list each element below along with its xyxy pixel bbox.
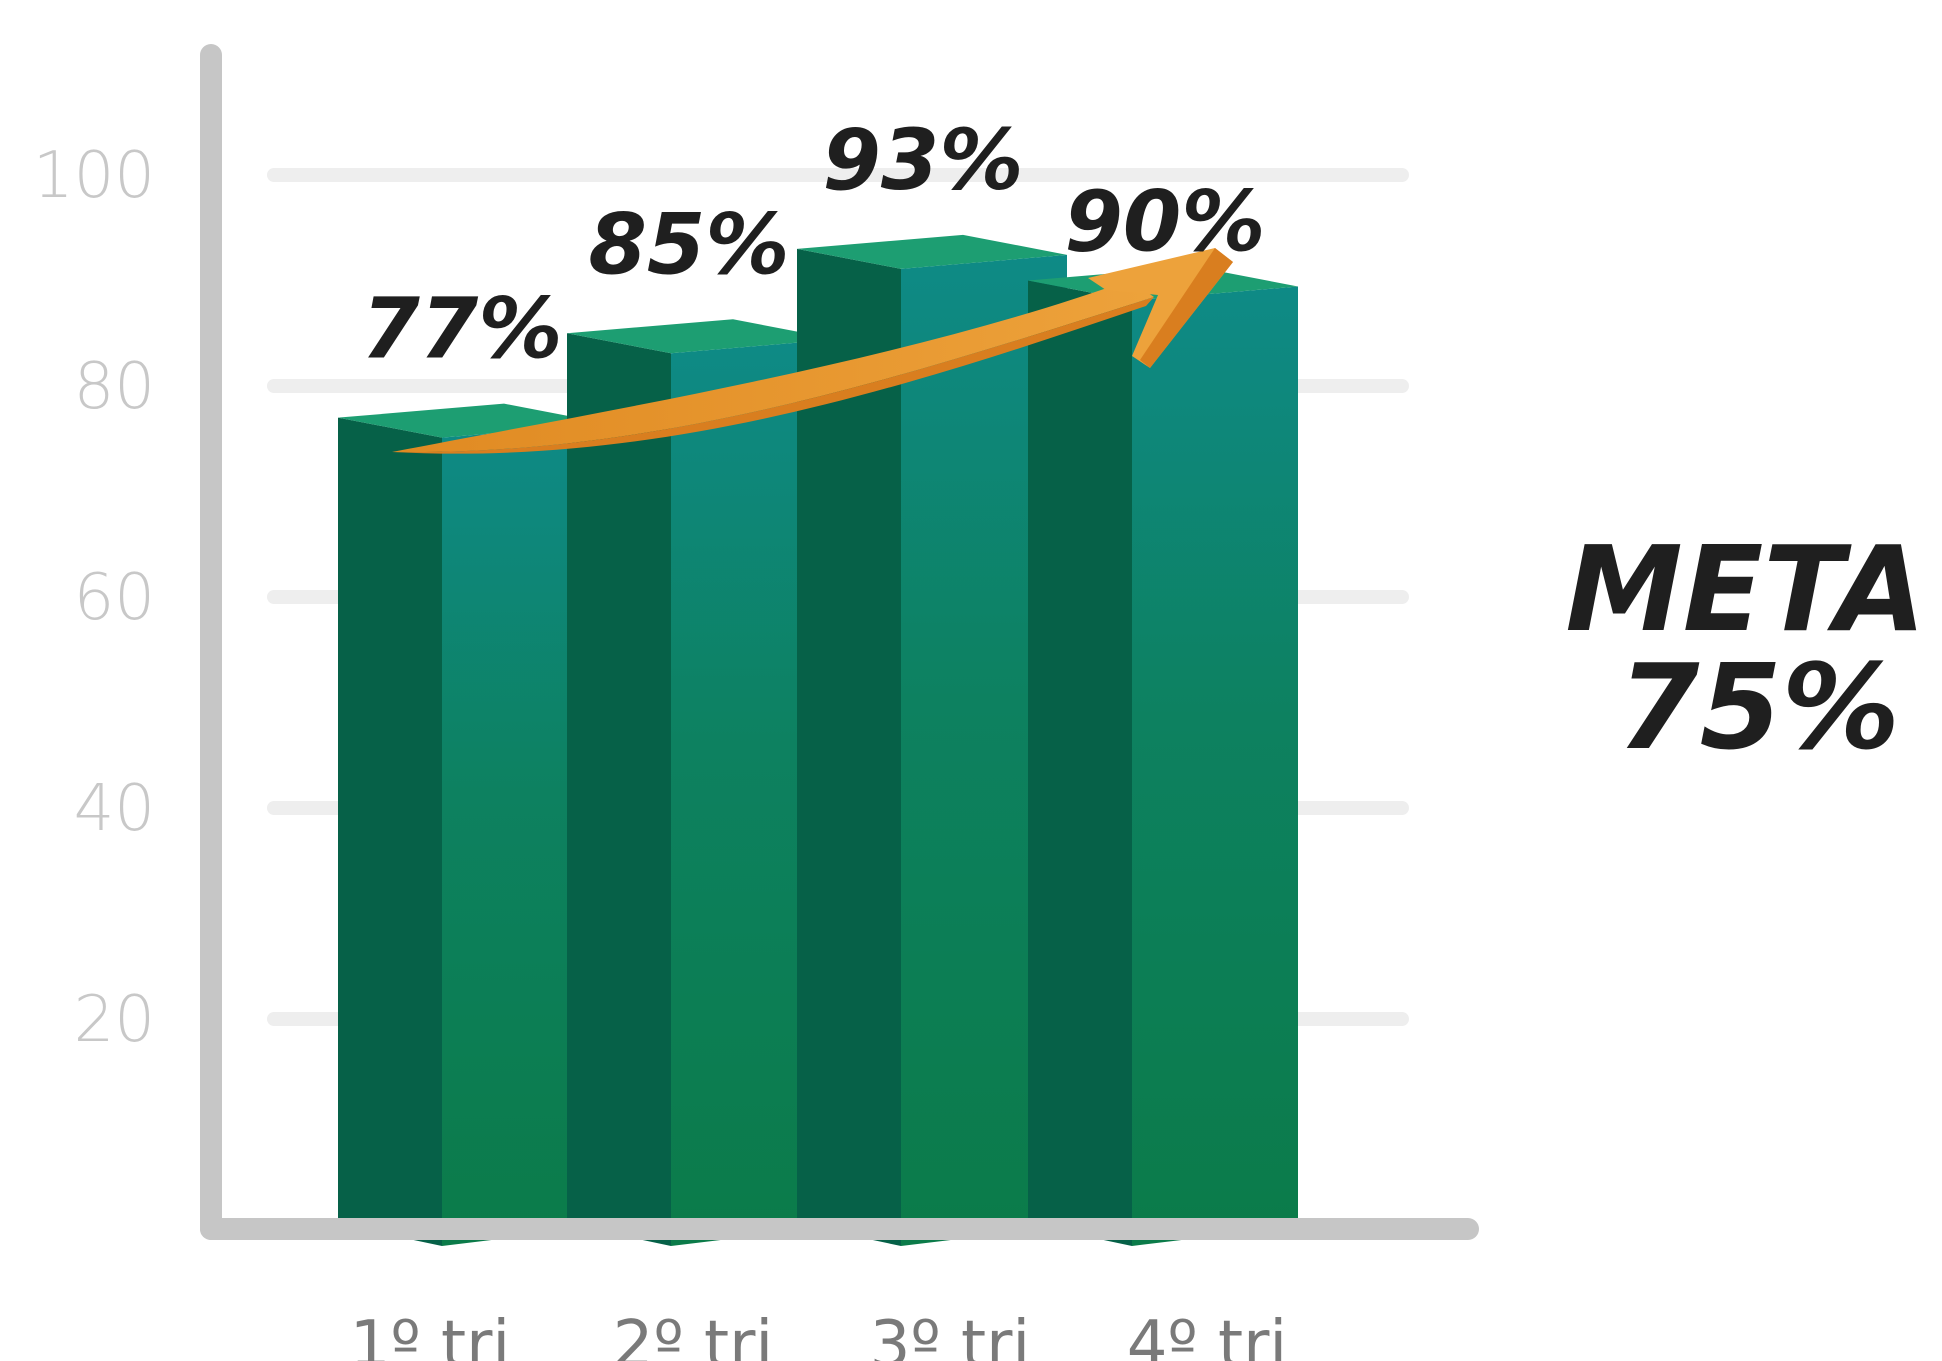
value-labels: 77% 85% 93% 90% [361, 111, 1265, 378]
bar-side-face [567, 333, 671, 1246]
bar-front-face [1132, 286, 1298, 1246]
bar [338, 403, 608, 1246]
data-value-label: 93% [822, 111, 1023, 209]
bar-side-face [338, 417, 442, 1246]
goal-box: META 75% [1565, 530, 1940, 766]
trend-arrow-head-shade [1140, 248, 1233, 368]
bar-front-face [442, 423, 608, 1246]
bar-front-face [671, 339, 837, 1246]
x-category-label: 2º tri [613, 1308, 773, 1361]
x-axis-categories: 1º tri 2º tri 3º tri 4º tri [350, 1308, 1287, 1361]
goal-title: META [1565, 520, 1926, 658]
bar-top-face [797, 234, 1067, 269]
y-tick-label: 80 [74, 350, 155, 424]
bar-top-face [567, 319, 837, 354]
x-category-label: 3º tri [870, 1308, 1030, 1361]
bars [338, 234, 1298, 1247]
bar [797, 234, 1067, 1247]
data-value-label: 90% [1064, 173, 1265, 271]
bar-side-face [797, 248, 901, 1247]
bar [567, 319, 837, 1246]
axes [200, 44, 1479, 1240]
y-tick-label: 20 [74, 983, 155, 1057]
data-value-label: 85% [588, 195, 789, 293]
y-tick-label: 100 [33, 139, 155, 213]
x-category-label: 1º tri [350, 1308, 510, 1361]
bar-front-face [901, 254, 1067, 1247]
y-tick-label: 40 [74, 772, 155, 846]
bar [1028, 266, 1298, 1246]
goal-value: 75% [1617, 638, 1900, 776]
y-tick-label: 60 [74, 561, 155, 635]
trend-arrow [392, 248, 1233, 454]
bar-side-face [1028, 280, 1132, 1246]
x-category-label: 4º tri [1127, 1308, 1287, 1361]
y-axis-ticks: 20 40 60 80 100 [33, 139, 155, 1057]
data-value-label: 77% [361, 280, 562, 378]
